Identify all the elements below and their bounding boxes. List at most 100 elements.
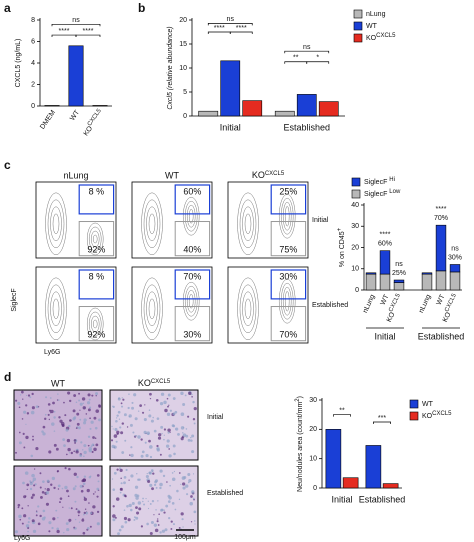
cell [87,393,91,397]
cell [167,500,171,504]
contour [90,315,100,333]
cell [187,415,190,418]
cell [180,426,185,430]
cell [156,444,159,448]
cell [74,518,77,521]
bar [365,272,377,275]
cell [181,518,184,521]
cell [149,532,153,535]
cell [145,474,149,479]
panel-label: d [4,370,11,384]
contour [184,286,198,317]
gate-bottom-percent: 30% [183,329,201,339]
cell [113,434,118,438]
cell [176,489,179,493]
cell [67,495,70,498]
legend-label-sup: Hi [389,177,395,183]
cell [168,517,171,520]
cell [27,394,31,397]
cell [120,477,122,480]
cell [32,493,35,497]
cell [128,479,130,481]
annotation: ns [451,245,459,252]
cell [25,394,28,397]
cell [187,438,191,442]
y-tick-label: 6 [31,38,35,45]
cell [190,436,192,439]
bar [382,483,399,489]
cell [82,402,85,404]
cell [25,524,30,528]
legend-label: KOCXCL5 [366,33,396,42]
flow-row-label: Established [312,302,348,309]
cell [153,523,158,527]
legend-label-main: SiglecF [364,191,389,198]
annotation: *** [378,415,386,422]
annotation: ns [72,17,80,24]
cell [82,478,86,483]
cell [98,404,101,407]
cell [182,526,184,528]
cell [79,454,83,457]
contour [244,213,252,235]
cell [23,514,27,518]
cell [80,489,84,493]
cell [26,483,30,487]
group-label: Initial [374,331,395,341]
contour [283,201,292,231]
gate-top [174,269,211,300]
cell [171,472,174,474]
histology-image [109,389,199,461]
cell [68,507,70,509]
gate-top [270,269,307,300]
cell [42,509,46,513]
cell [39,472,42,475]
y-tick-label: 2 [31,81,35,88]
x-tick-label: nLung [362,294,377,315]
panel-label: c [4,158,11,172]
annotation: 70% [434,215,448,222]
cell [81,518,85,522]
annotation: ns [395,261,403,268]
flow-y-label: SiglecF [11,288,18,311]
gate-bottom-percent: 75% [279,244,297,254]
cell [60,421,65,426]
cell [149,455,153,459]
cell [83,511,86,515]
cell [161,432,163,435]
y-axis-label: Cxcl5 (relative abundance) [167,26,174,109]
histology-row-label: Established [207,490,243,497]
cell [34,483,37,486]
cell [112,505,115,508]
cell [113,471,117,475]
bar [365,445,382,489]
cell [53,430,56,432]
cell [45,502,50,506]
cell [83,450,87,455]
x-tick-label-sup: CXCL5 [388,292,402,313]
cell [68,518,72,522]
cell [46,488,50,492]
cell [169,484,171,487]
bar [68,45,84,107]
contour [88,226,102,252]
cell [63,531,65,534]
cell [164,528,168,532]
cell [69,419,72,422]
contour [188,294,194,309]
cell [121,451,125,454]
cell [63,444,66,447]
cell [117,532,120,536]
cell [64,485,68,490]
cell [128,503,132,508]
cell [82,518,84,520]
cell [124,494,127,497]
cell [156,520,159,523]
contour [242,206,254,242]
cell [56,399,59,401]
cell [41,517,46,521]
cell [112,514,116,518]
cell [15,399,18,402]
contour [186,204,196,228]
